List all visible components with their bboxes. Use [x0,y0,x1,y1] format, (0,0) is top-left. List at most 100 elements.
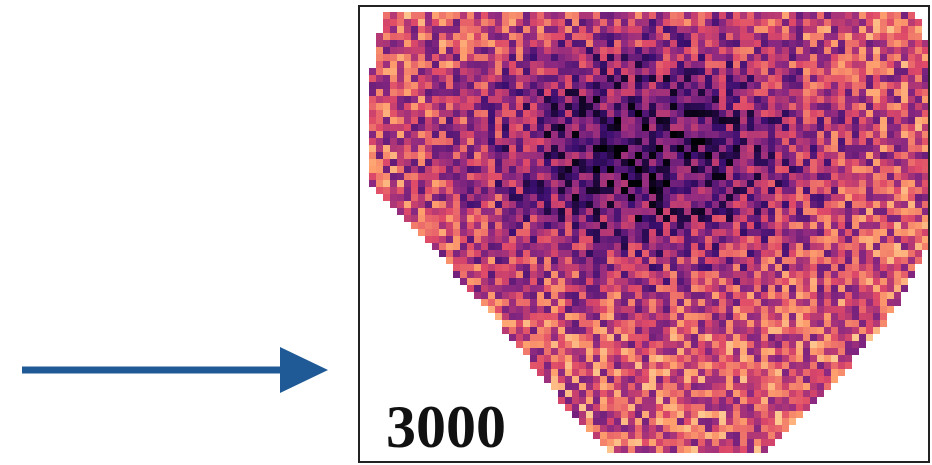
texture-pixel [502,117,509,124]
texture-pixel [502,180,509,187]
texture-pixel [796,320,803,327]
texture-pixel [663,404,670,411]
texture-pixel [509,208,516,215]
texture-pixel [831,334,838,341]
texture-pixel [383,75,390,82]
texture-pixel [782,145,789,152]
texture-pixel [607,75,614,82]
texture-pixel [705,376,712,383]
texture-pixel [621,306,628,313]
texture-pixel [838,257,845,264]
texture-pixel [502,166,509,173]
texture-pixel [887,47,894,54]
texture-pixel [782,68,789,75]
texture-pixel [719,439,726,446]
texture-pixel [740,306,747,313]
texture-pixel [782,40,789,47]
texture-pixel [733,33,740,40]
texture-pixel [502,257,509,264]
texture-pixel [614,376,621,383]
texture-pixel [600,425,607,432]
texture-pixel [404,103,411,110]
texture-pixel [607,376,614,383]
texture-pixel [439,19,446,26]
texture-pixel [467,201,474,208]
texture-pixel [467,257,474,264]
texture-pixel [705,215,712,222]
texture-pixel [712,19,719,26]
texture-pixel [838,61,845,68]
texture-pixel [782,61,789,68]
texture-pixel [439,89,446,96]
texture-pixel [754,187,761,194]
texture-pixel [712,110,719,117]
texture-pixel [670,432,677,439]
texture-pixel [579,208,586,215]
texture-pixel [544,187,551,194]
texture-pixel [866,299,873,306]
texture-pixel [677,299,684,306]
texture-pixel [901,26,908,33]
texture-pixel [397,82,404,89]
texture-pixel [516,250,523,257]
texture-pixel [397,145,404,152]
texture-pixel [824,54,831,61]
texture-pixel [425,117,432,124]
texture-pixel [628,75,635,82]
texture-pixel [628,327,635,334]
texture-pixel [747,61,754,68]
texture-pixel [747,299,754,306]
texture-pixel [404,166,411,173]
texture-pixel [579,313,586,320]
texture-pixel [516,320,523,327]
texture-pixel [460,222,467,229]
texture-pixel [383,33,390,40]
texture-pixel [439,236,446,243]
texture-pixel [740,390,747,397]
texture-pixel [677,411,684,418]
texture-pixel [544,215,551,222]
texture-pixel [509,54,516,61]
texture-pixel [691,432,698,439]
texture-pixel [866,215,873,222]
texture-pixel [754,411,761,418]
texture-pixel [810,131,817,138]
texture-pixel [768,201,775,208]
texture-pixel [768,383,775,390]
texture-pixel [824,229,831,236]
texture-pixel [754,271,761,278]
texture-pixel [796,201,803,208]
texture-pixel [453,138,460,145]
texture-pixel [495,68,502,75]
texture-pixel [593,152,600,159]
texture-pixel [831,215,838,222]
texture-pixel [789,180,796,187]
texture-pixel [481,236,488,243]
texture-pixel [614,145,621,152]
texture-pixel [579,180,586,187]
texture-pixel [579,355,586,362]
texture-pixel [824,215,831,222]
texture-pixel [649,47,656,54]
texture-pixel [705,138,712,145]
texture-pixel [922,208,929,215]
texture-pixel [768,425,775,432]
texture-pixel [922,96,929,103]
texture-pixel [544,47,551,54]
texture-pixel [845,26,852,33]
texture-pixel [747,236,754,243]
texture-pixel [838,75,845,82]
texture-pixel [642,334,649,341]
texture-pixel [915,201,922,208]
texture-pixel [922,229,929,236]
texture-pixel [761,124,768,131]
texture-pixel [733,362,740,369]
texture-pixel [516,236,523,243]
texture-pixel [628,33,635,40]
texture-pixel [733,306,740,313]
texture-pixel [803,187,810,194]
texture-pixel [691,264,698,271]
texture-pixel [523,75,530,82]
texture-pixel [852,47,859,54]
texture-pixel [551,173,558,180]
